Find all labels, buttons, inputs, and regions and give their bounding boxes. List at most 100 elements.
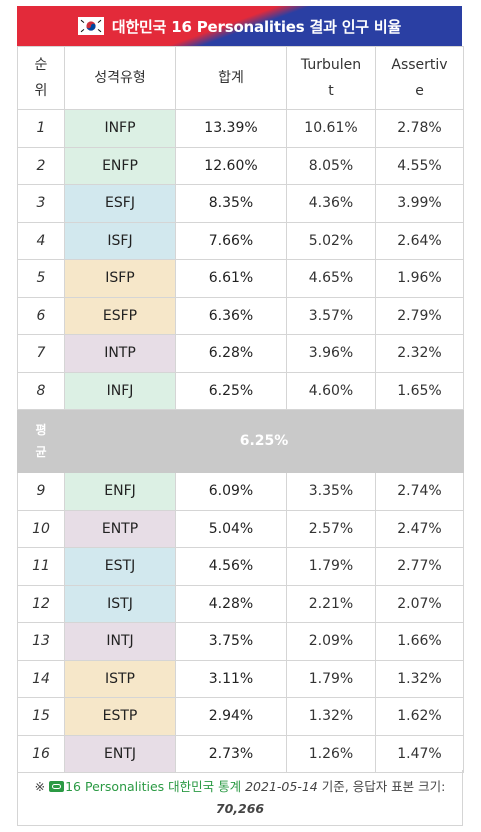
total-cell: 4.56% [175,547,287,586]
table-row: 2 ENFP 12.60% 8.05% 4.55% [17,146,464,185]
total-cell: 6.36% [175,296,287,335]
turbulent-cell: 4.60% [286,371,376,410]
source-date: 2021-05-14 [245,779,318,794]
rank-cell: 5 [17,259,65,298]
total-cell: 5.04% [175,509,287,548]
turbulent-cell: 2.21% [286,584,376,623]
table-row: 14 ISTP 3.11% 1.79% 1.32% [17,659,464,698]
table-row: 10 ENTP 5.04% 2.57% 2.47% [17,509,464,548]
turbulent-cell: 1.79% [286,547,376,586]
turbulent-cell: 2.09% [286,622,376,661]
turbulent-cell: 10.61% [286,109,376,148]
assertive-cell: 2.47% [375,509,464,548]
type-cell: ENTP [64,509,176,548]
type-cell: ISFJ [64,221,176,260]
rank-cell: 6 [17,296,65,335]
page-title: 대한민국 16 Personalities 결과 인구 비율 [111,17,402,36]
source-link[interactable]: 16 Personalities 대한민국 통계 [65,779,242,794]
header-turbulent: Turbulen t [286,46,376,110]
total-cell: 8.35% [175,184,287,223]
assertive-cell: 1.32% [375,659,464,698]
assertive-cell: 2.32% [375,334,464,373]
turbulent-cell: 3.35% [286,472,376,511]
note-mark: ※ [34,779,46,794]
table-row: 6 ESFP 6.36% 3.57% 2.79% [17,296,464,335]
source-line: ※ 16 Personalities 대한민국 통계 2021-05-14 기준… [18,776,462,798]
table-row: 9 ENFJ 6.09% 3.35% 2.74% [17,472,464,511]
type-cell: ENTJ [64,734,176,773]
personality-table: 순 위 성격유형 합계 Turbulen t Assertiv e 1 INFP 1… [17,46,464,773]
table-row: 12 ISTJ 4.28% 2.21% 2.07% [17,584,464,623]
link-icon[interactable] [49,781,65,792]
rank-cell: 16 [17,734,65,773]
korea-flag-icon [77,17,104,35]
total-cell: 2.94% [175,697,287,736]
turbulent-cell: 5.02% [286,221,376,260]
total-cell: 4.28% [175,584,287,623]
table-row: 16 ENTJ 2.73% 1.26% 1.47% [17,734,464,773]
table-row: 5 ISFP 6.61% 4.65% 1.96% [17,259,464,298]
type-cell: INTP [64,334,176,373]
total-cell: 7.66% [175,221,287,260]
assertive-cell: 3.99% [375,184,464,223]
turbulent-cell: 4.65% [286,259,376,298]
turbulent-cell: 4.36% [286,184,376,223]
assertive-cell: 2.07% [375,584,464,623]
rank-cell: 8 [17,371,65,410]
rank-cell: 2 [17,146,65,185]
type-cell: INFJ [64,371,176,410]
average-row: 평 균 6.25% [17,409,464,473]
assertive-cell: 2.74% [375,472,464,511]
turbulent-cell: 3.96% [286,334,376,373]
assertive-cell: 2.77% [375,547,464,586]
rank-cell: 3 [17,184,65,223]
total-cell: 3.11% [175,659,287,698]
assertive-cell: 1.96% [375,259,464,298]
sample-count: 70,266 [215,801,265,816]
rank-cell: 14 [17,659,65,698]
table-row: 1 INFP 13.39% 10.61% 2.78% [17,109,464,148]
type-cell: ESFP [64,296,176,335]
type-cell: INFP [64,109,176,148]
type-cell: ISTP [64,659,176,698]
total-cell: 6.25% [175,371,287,410]
assertive-cell: 4.55% [375,146,464,185]
title-banner: 대한민국 16 Personalities 결과 인구 비율 [17,6,462,46]
turbulent-cell: 8.05% [286,146,376,185]
type-cell: INTJ [64,622,176,661]
assertive-cell: 1.47% [375,734,464,773]
type-cell: ENFJ [64,472,176,511]
table-row: 7 INTP 6.28% 3.96% 2.32% [17,334,464,373]
table-row: 3 ESFJ 8.35% 4.36% 3.99% [17,184,464,223]
total-cell: 2.73% [175,734,287,773]
header-assertive: Assertiv e [375,46,464,110]
total-cell: 6.61% [175,259,287,298]
assertive-cell: 2.79% [375,296,464,335]
total-cell: 6.09% [175,472,287,511]
turbulent-cell: 1.32% [286,697,376,736]
header-total: 합계 [175,46,287,110]
assertive-cell: 1.65% [375,371,464,410]
header-type: 성격유형 [64,46,176,110]
turbulent-cell: 2.57% [286,509,376,548]
table-row: 11 ESTJ 4.56% 1.79% 2.77% [17,547,464,586]
assertive-cell: 2.78% [375,109,464,148]
rank-cell: 15 [17,697,65,736]
rank-cell: 12 [17,584,65,623]
table-row: 13 INTJ 3.75% 2.09% 1.66% [17,622,464,661]
total-cell: 12.60% [175,146,287,185]
total-cell: 6.28% [175,334,287,373]
table-header-row: 순 위 성격유형 합계 Turbulen t Assertiv e [17,46,464,110]
assertive-cell: 1.62% [375,697,464,736]
rank-cell: 9 [17,472,65,511]
turbulent-cell: 3.57% [286,296,376,335]
rank-cell: 13 [17,622,65,661]
rank-cell: 7 [17,334,65,373]
type-cell: ISFP [64,259,176,298]
type-cell: ISTJ [64,584,176,623]
rank-cell: 11 [17,547,65,586]
type-cell: ESFJ [64,184,176,223]
total-cell: 3.75% [175,622,287,661]
type-cell: ESTP [64,697,176,736]
